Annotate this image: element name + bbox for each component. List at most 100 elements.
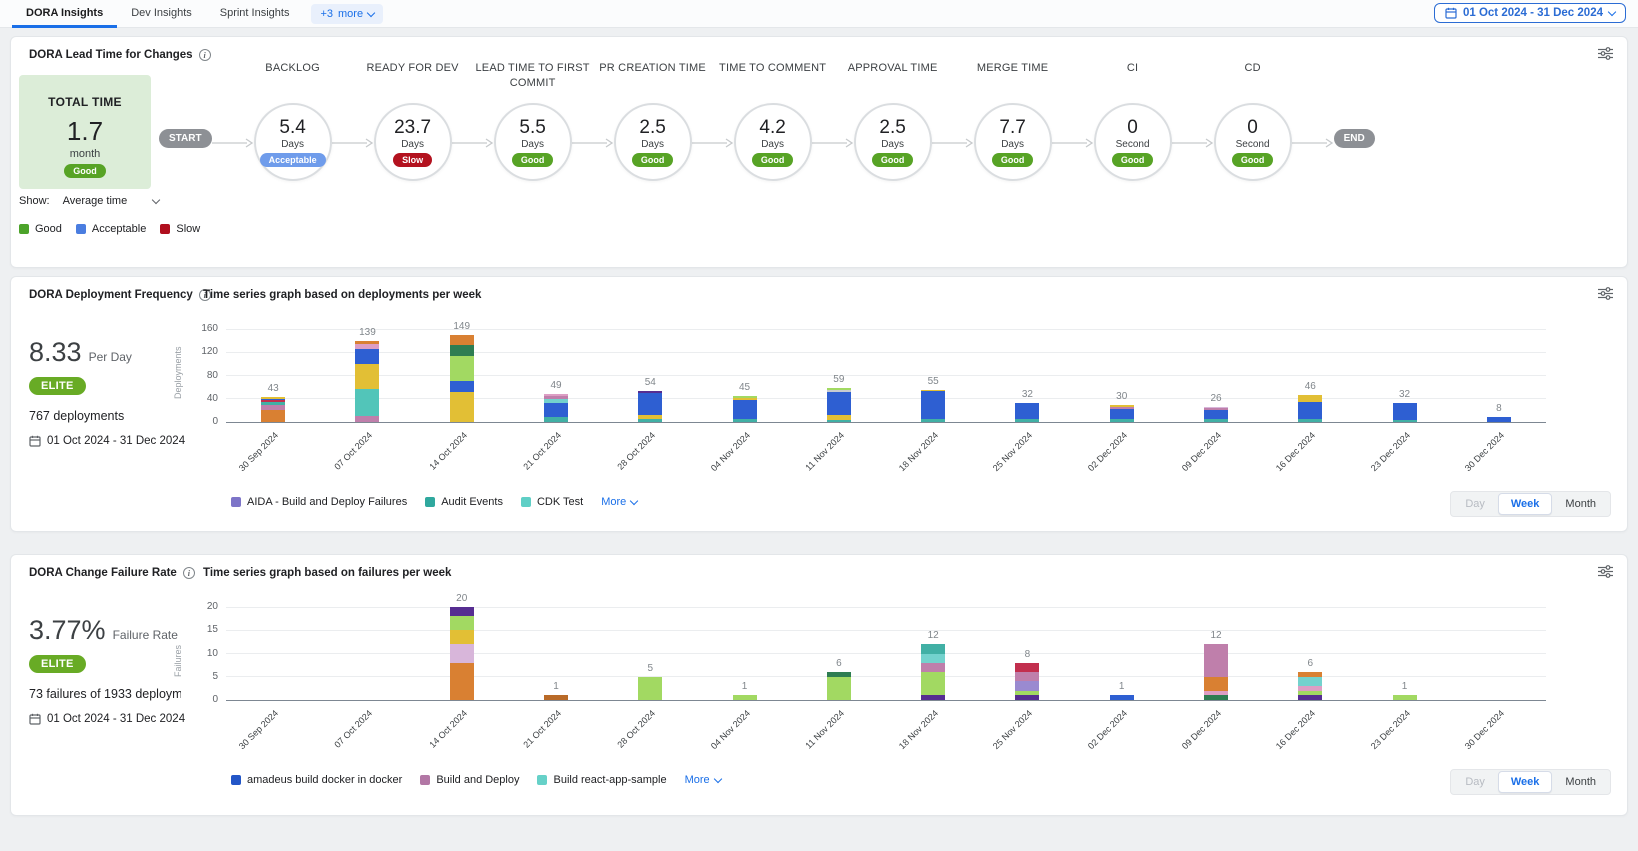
bar-segment <box>1015 690 1040 696</box>
chart-settings-icon[interactable] <box>1598 565 1613 583</box>
bar-segment <box>1204 676 1228 691</box>
bar-segment <box>261 410 286 422</box>
bar[interactable] <box>1015 662 1040 700</box>
panel-title-text: DORA Change Failure Rate <box>29 567 177 579</box>
bar[interactable] <box>826 387 851 422</box>
chevron-down-icon <box>151 195 161 204</box>
bar-segment <box>826 387 851 391</box>
stage-unit: Days <box>401 139 424 150</box>
bar[interactable] <box>1015 403 1040 422</box>
toggle-day[interactable]: Day <box>1452 771 1498 793</box>
toggle-month[interactable]: Month <box>1552 771 1609 793</box>
legend-item: AIDA - Build and Deploy Failures <box>231 496 407 508</box>
x-axis-label: 28 Oct 2024 <box>615 430 658 472</box>
x-axis-label: 14 Oct 2024 <box>427 430 469 472</box>
y-axis-tick-label: 15 <box>206 624 218 636</box>
stat-date-range: 01 Oct 2024 - 31 Dec 2024 <box>29 435 185 447</box>
flow-stage-approval-time: APPROVAL TIME 2.5 Days Good <box>848 61 937 181</box>
tab-dora-insights[interactable]: DORA Insights <box>12 0 118 28</box>
bar-segment <box>826 419 851 422</box>
toggle-week[interactable]: Week <box>1497 771 1553 793</box>
more-count: +3 <box>320 8 333 20</box>
bar[interactable] <box>921 644 946 700</box>
chart-settings-icon[interactable] <box>1598 47 1613 65</box>
x-axis-label: 18 Nov 2024 <box>897 708 941 752</box>
bar[interactable] <box>449 607 474 700</box>
bar[interactable] <box>1392 695 1417 700</box>
x-axis-label: 11 Nov 2024 <box>803 430 846 473</box>
bar[interactable] <box>638 676 663 700</box>
tab-dev-insights[interactable]: Dev Insights <box>131 6 192 19</box>
bar-segment <box>732 419 757 422</box>
info-icon[interactable] <box>198 289 211 301</box>
stage-name: LEAD TIME TO FIRST COMMIT <box>475 62 590 89</box>
elite-badge: ELITE <box>29 377 86 395</box>
bar-total-label: 1 <box>1118 681 1125 693</box>
date-range-picker[interactable]: 01 Oct 2024 - 31 Dec 2024 <box>1433 3 1626 23</box>
bar[interactable] <box>544 695 568 700</box>
show-selector[interactable]: Show: Average time <box>19 195 161 207</box>
gridline <box>226 351 1546 353</box>
bar-segment <box>1298 418 1323 422</box>
bar[interactable] <box>1486 417 1511 422</box>
bar-segment <box>1109 418 1134 422</box>
bar-segment <box>1298 690 1323 696</box>
info-icon[interactable] <box>198 49 211 61</box>
bar[interactable] <box>1298 672 1323 700</box>
flow-arrow-icon <box>451 136 494 154</box>
chart-settings-icon[interactable] <box>1598 287 1613 305</box>
toggle-month[interactable]: Month <box>1552 493 1609 515</box>
flow-arrow-icon <box>811 136 854 154</box>
x-axis-label: 16 Dec 2024 <box>1274 430 1318 474</box>
legend-label: Acceptable <box>91 223 147 235</box>
flow-stage-time-to-comment: TIME TO COMMENT 4.2 Days Good <box>719 61 826 181</box>
bar[interactable] <box>732 395 757 422</box>
bar-segment <box>1298 672 1323 677</box>
bar[interactable] <box>1204 406 1228 422</box>
toggle-day[interactable]: Day <box>1452 493 1498 515</box>
legend-more-link[interactable]: More <box>685 774 722 786</box>
bar-total-label: 139 <box>359 327 376 339</box>
bar[interactable] <box>355 341 380 422</box>
bar-segment <box>921 653 946 663</box>
nav-tabs: DORA Insights Dev Insights Sprint Insights… <box>0 0 1638 28</box>
more-tabs-dropdown[interactable]: +3 more <box>311 4 384 24</box>
toggle-week[interactable]: Week <box>1497 493 1553 515</box>
rate-value: 3.77% <box>29 615 106 645</box>
x-axis-label: 18 Nov 2024 <box>897 430 941 474</box>
legend-more-link[interactable]: More <box>601 496 639 508</box>
total-time-heading: TOTAL TIME <box>48 95 122 109</box>
chart-legend: AIDA - Build and Deploy Failures Audit Ev… <box>231 496 639 508</box>
bar-segment <box>449 356 474 381</box>
bar[interactable] <box>1204 644 1228 700</box>
x-axis-label: 09 Dec 2024 <box>1179 708 1224 752</box>
bar[interactable] <box>921 390 946 422</box>
stage-circle: 2.5 Days Good <box>613 103 692 181</box>
legend-color-swatch <box>537 775 548 785</box>
bar[interactable] <box>1109 404 1134 422</box>
bar[interactable] <box>544 393 568 422</box>
tab-sprint-insights[interactable]: Sprint Insights <box>219 6 290 19</box>
bar-segment <box>1298 695 1323 700</box>
bar[interactable] <box>1298 395 1323 422</box>
panel-title: DORA Change Failure Rate <box>29 567 195 579</box>
bar[interactable] <box>261 397 286 422</box>
bar-segment <box>732 395 757 398</box>
bar-segment <box>355 388 380 417</box>
legend-color-swatch <box>19 224 29 234</box>
bar[interactable] <box>638 390 663 422</box>
stage-name: TIME TO COMMENT <box>719 62 827 74</box>
info-icon[interactable] <box>182 567 195 579</box>
bar[interactable] <box>826 672 851 700</box>
show-value: Average time <box>62 195 128 207</box>
bar[interactable] <box>449 335 474 422</box>
bar-segment <box>355 349 380 365</box>
bar[interactable] <box>1109 695 1134 700</box>
stage-circle: 23.7 Days Slow <box>373 103 452 181</box>
more-label: more <box>338 8 364 20</box>
bar[interactable] <box>732 695 757 700</box>
bar[interactable] <box>1392 403 1417 422</box>
x-axis-label: 02 Dec 2024 <box>1085 708 1129 752</box>
bar-segment <box>638 676 663 700</box>
bar-segment <box>921 695 946 700</box>
